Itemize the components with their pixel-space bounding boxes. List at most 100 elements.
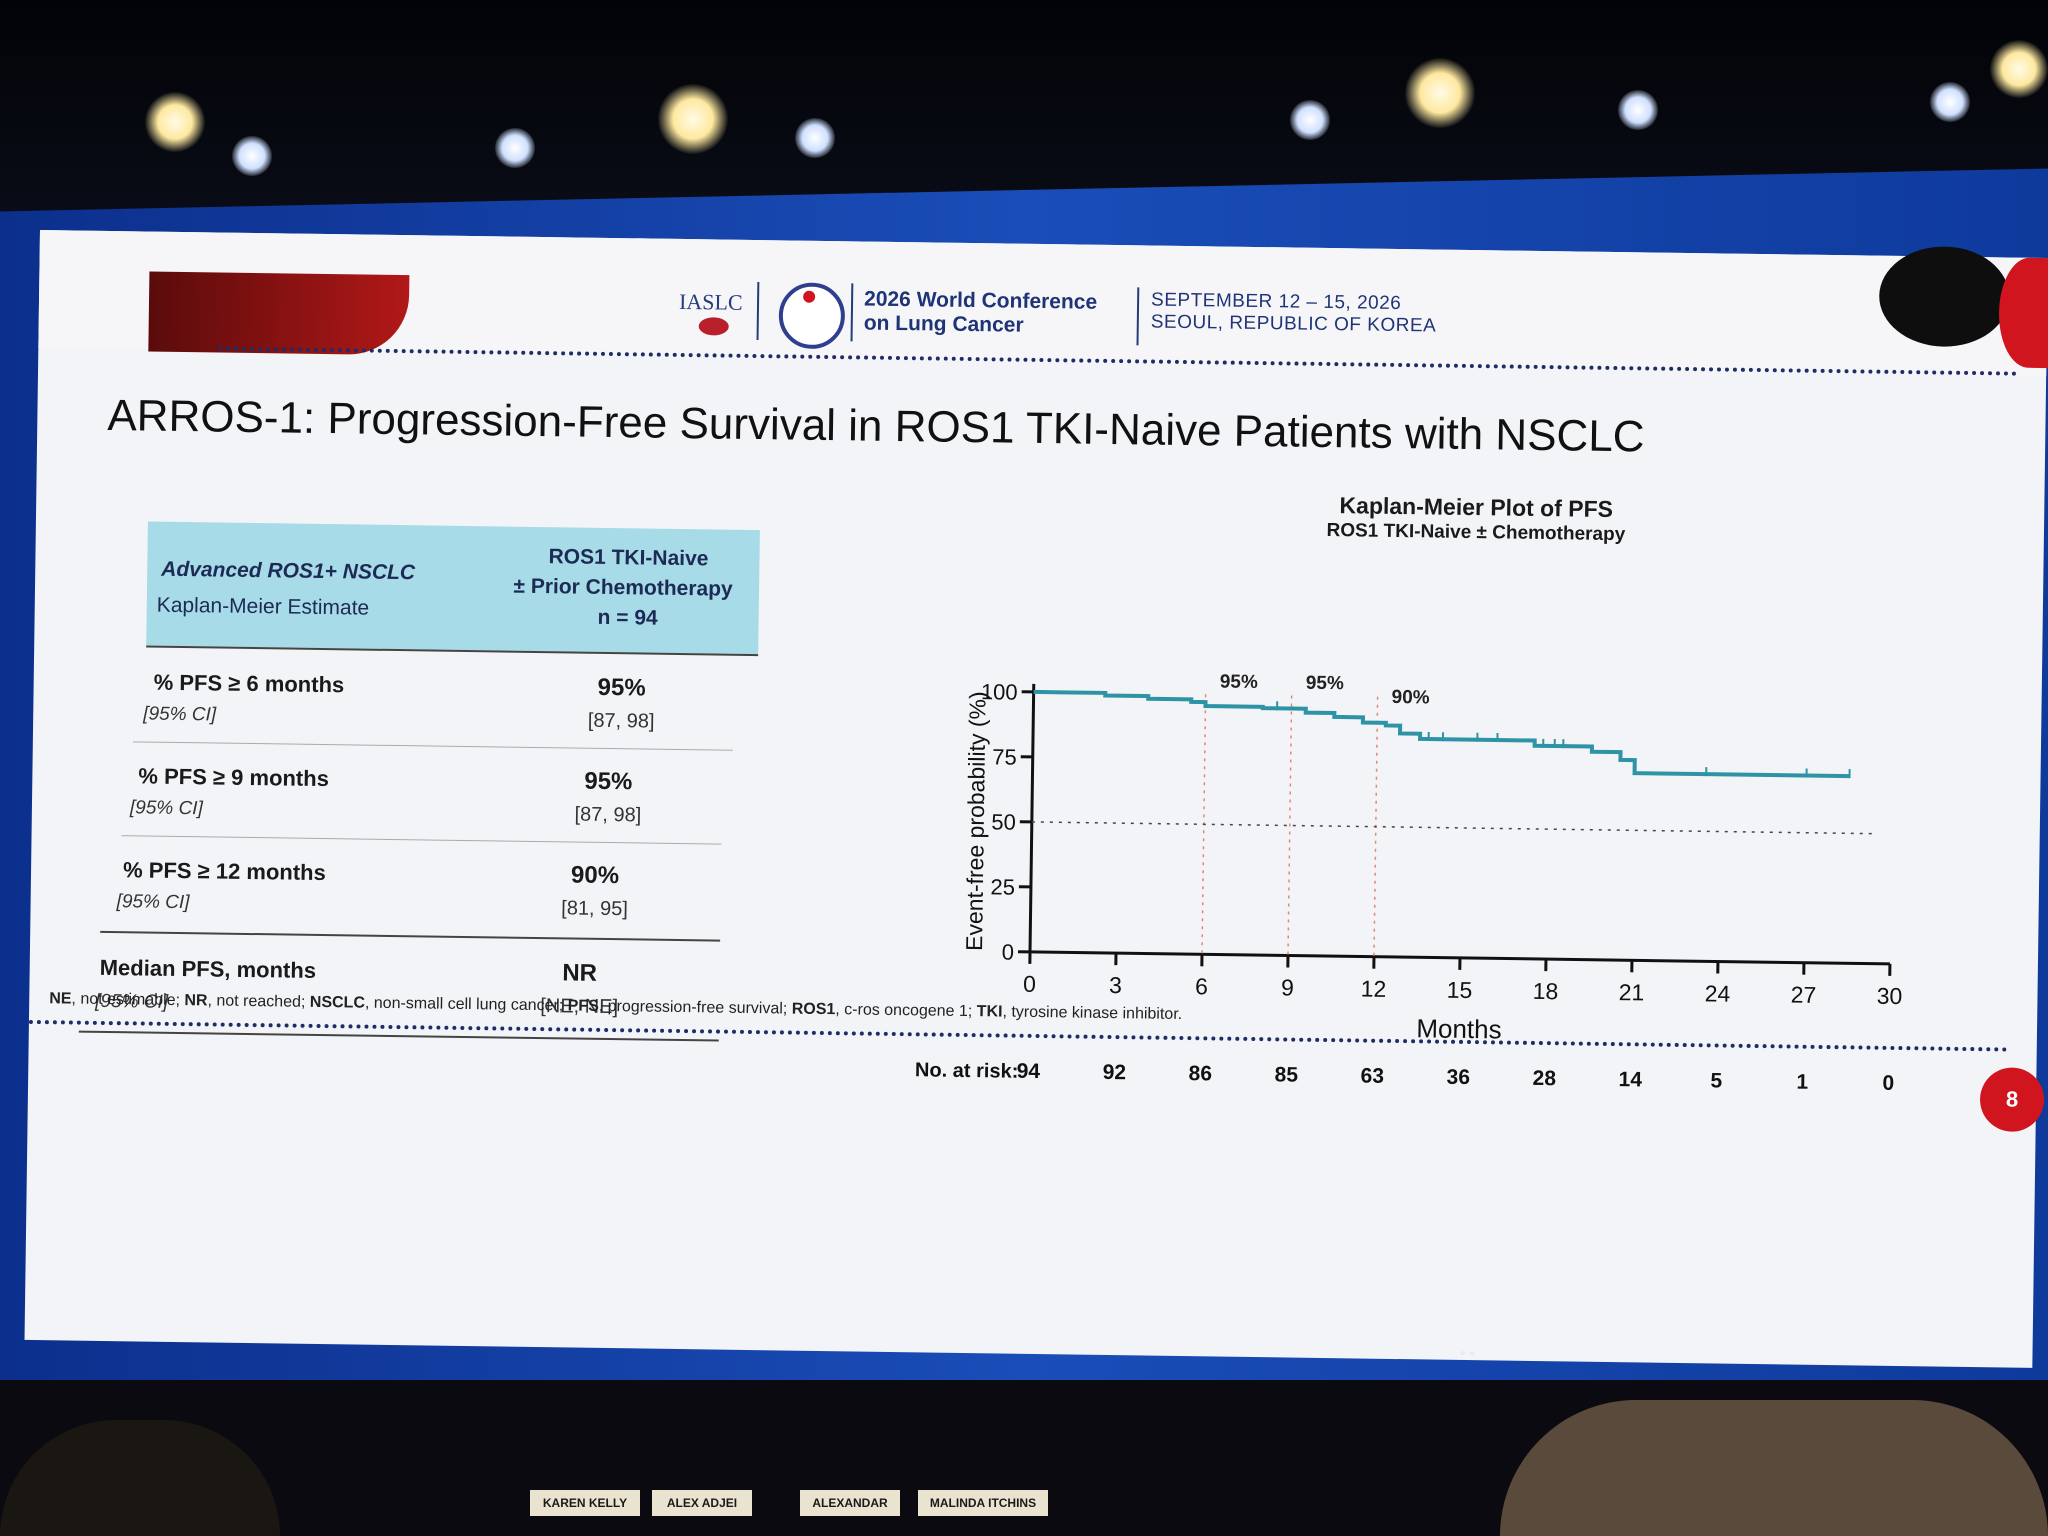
conference-line-1: 2026 World Conference <box>863 287 1098 314</box>
lung-icon <box>698 317 729 336</box>
row-ci-label: [95% CI] <box>129 797 203 820</box>
stage-light <box>495 128 535 168</box>
table-bottom-rule <box>78 1030 719 1042</box>
row-divider <box>121 835 722 845</box>
slide-title: ARROS-1: Progression-Free Survival in RO… <box>107 390 1645 462</box>
footnote-definition: , tyrosine kinase inhibitor. <box>1002 1003 1183 1024</box>
page-number: 8 <box>1979 1067 2045 1133</box>
x-axis-label: Months <box>1416 1013 1502 1044</box>
footnote-definition: , non-small cell lung cancer; <box>364 994 568 1015</box>
chart-subtitle: ROS1 TKI-Naive ± Chemotherapy <box>1326 519 1626 546</box>
table-header-left-line-2: Kaplan-Meier Estimate <box>156 593 370 620</box>
at-risk-count: 1 <box>1796 1071 1808 1094</box>
x-tick-label: 12 <box>1361 976 1387 1002</box>
footnote-definition: , not estimable; <box>71 990 185 1010</box>
stage-light <box>1930 82 1970 122</box>
y-tick-label: 75 <box>992 744 1017 769</box>
stage-light <box>1990 40 2048 98</box>
audience-head <box>1500 1400 2048 1536</box>
x-tick-label: 21 <box>1619 979 1645 1005</box>
at-risk-count: 85 <box>1274 1063 1298 1086</box>
footnote-definition: , not reached; <box>207 992 310 1011</box>
footnote-definition: , c-ros oncogene 1; <box>835 1001 977 1021</box>
stage-light <box>658 84 728 154</box>
x-tick-label: 9 <box>1281 974 1294 1000</box>
chart-title: Kaplan-Meier Plot of PFS <box>1339 492 1614 522</box>
milestone-label: 95% <box>1306 673 1344 695</box>
conference-line-2: on Lung Cancer <box>863 311 1024 337</box>
panelist-nameplate: ALEX ADJEI <box>652 1490 752 1516</box>
header-decoration <box>1878 245 2010 348</box>
footnote-term: ROS1 <box>791 1000 836 1019</box>
footnote-term: TKI <box>976 1003 1003 1021</box>
at-risk-count: 5 <box>1710 1069 1722 1092</box>
stage-light <box>232 136 272 176</box>
at-risk-count: 14 <box>1618 1068 1642 1091</box>
y-tick-label: 100 <box>981 679 1018 705</box>
row-label: Median PFS, months <box>99 954 317 983</box>
conference-name: 2026 World Conference on Lung Cancer <box>864 288 1098 339</box>
row-label: % PFS ≥ 6 months <box>153 669 345 698</box>
at-risk-count: 63 <box>1360 1065 1384 1088</box>
dates-line-2: SEOUL, REPUBLIC OF KOREA <box>1150 311 1437 337</box>
footnote-term: NE <box>49 990 72 1008</box>
reference-line-horizontal <box>1031 821 1872 835</box>
row-divider <box>132 741 733 751</box>
stage-light <box>795 118 835 158</box>
x-tick-label: 30 <box>1877 983 1903 1009</box>
footnote-term: NSCLC <box>309 993 366 1012</box>
row-divider <box>100 930 721 942</box>
y-axis <box>1028 683 1036 952</box>
row-ci-label: [95% CI] <box>143 703 217 726</box>
x-tick-label: 3 <box>1109 972 1122 998</box>
screen-glare: ◦ ◦ <box>1460 1345 1475 1362</box>
panelist-nameplate: KAREN KELLY <box>530 1490 640 1516</box>
milestone-label: 95% <box>1220 672 1258 694</box>
x-tick-label: 15 <box>1447 977 1473 1003</box>
seal-red-dot <box>803 290 816 303</box>
row-value-ci: [87, 98] <box>587 709 655 733</box>
row-value: 95% <box>584 767 633 796</box>
x-tick-label: 27 <box>1791 982 1817 1008</box>
row-label: % PFS ≥ 9 months <box>138 763 330 792</box>
header-dotted-rule <box>218 346 2019 376</box>
at-risk-count: 36 <box>1446 1066 1470 1089</box>
conference-dates: SEPTEMBER 12 – 15, 2026 SEOUL, REPUBLIC … <box>1151 290 1437 338</box>
table-header-right-line-3: n = 94 <box>597 605 658 630</box>
row-ci-label: [95% CI] <box>116 891 190 914</box>
stage-light <box>1405 58 1475 128</box>
y-tick-label: 25 <box>990 874 1015 899</box>
at-risk-count: 0 <box>1882 1072 1894 1095</box>
y-tick-label: 50 <box>991 809 1016 834</box>
stage-light <box>145 92 205 152</box>
milestone-label: 90% <box>1391 687 1429 709</box>
panelist-nameplate: MALINDA ITCHINS <box>918 1490 1048 1516</box>
at-risk-count: 86 <box>1188 1062 1212 1085</box>
table-header: Advanced ROS1+ NSCLC Kaplan-Meier Estima… <box>146 521 760 655</box>
x-tick-label: 24 <box>1705 980 1731 1006</box>
y-tick-label: 0 <box>1002 939 1015 964</box>
table-header-left-line-1: Advanced ROS1+ NSCLC <box>161 557 416 585</box>
x-tick-label: 6 <box>1195 973 1208 999</box>
row-value: 95% <box>597 673 646 702</box>
footnote-term: NR <box>184 992 208 1010</box>
header-divider <box>1136 287 1140 346</box>
row-value: NR <box>562 959 598 987</box>
header-divider <box>850 283 854 342</box>
footnote-definition: , progression-free survival; <box>598 997 792 1018</box>
iaslc-logo-text: IASLC <box>678 288 743 315</box>
at-risk-label: No. at risk: <box>915 1059 1019 1082</box>
x-tick-label: 0 <box>1023 971 1036 997</box>
header-decoration <box>148 271 410 356</box>
row-value-ci: [87, 98] <box>574 803 642 827</box>
header-decoration <box>1998 257 2048 369</box>
header-divider <box>756 282 760 341</box>
stage-light <box>1290 100 1330 140</box>
row-label: % PFS ≥ 12 months <box>122 857 327 886</box>
y-axis-label: Event-free probability (%) <box>961 691 991 951</box>
panelist-nameplate: ALEXANDAR <box>800 1490 900 1516</box>
at-risk-count: 94 <box>1017 1060 1041 1083</box>
footnote-term: PFS <box>567 997 599 1015</box>
km-curve <box>1033 689 1850 779</box>
